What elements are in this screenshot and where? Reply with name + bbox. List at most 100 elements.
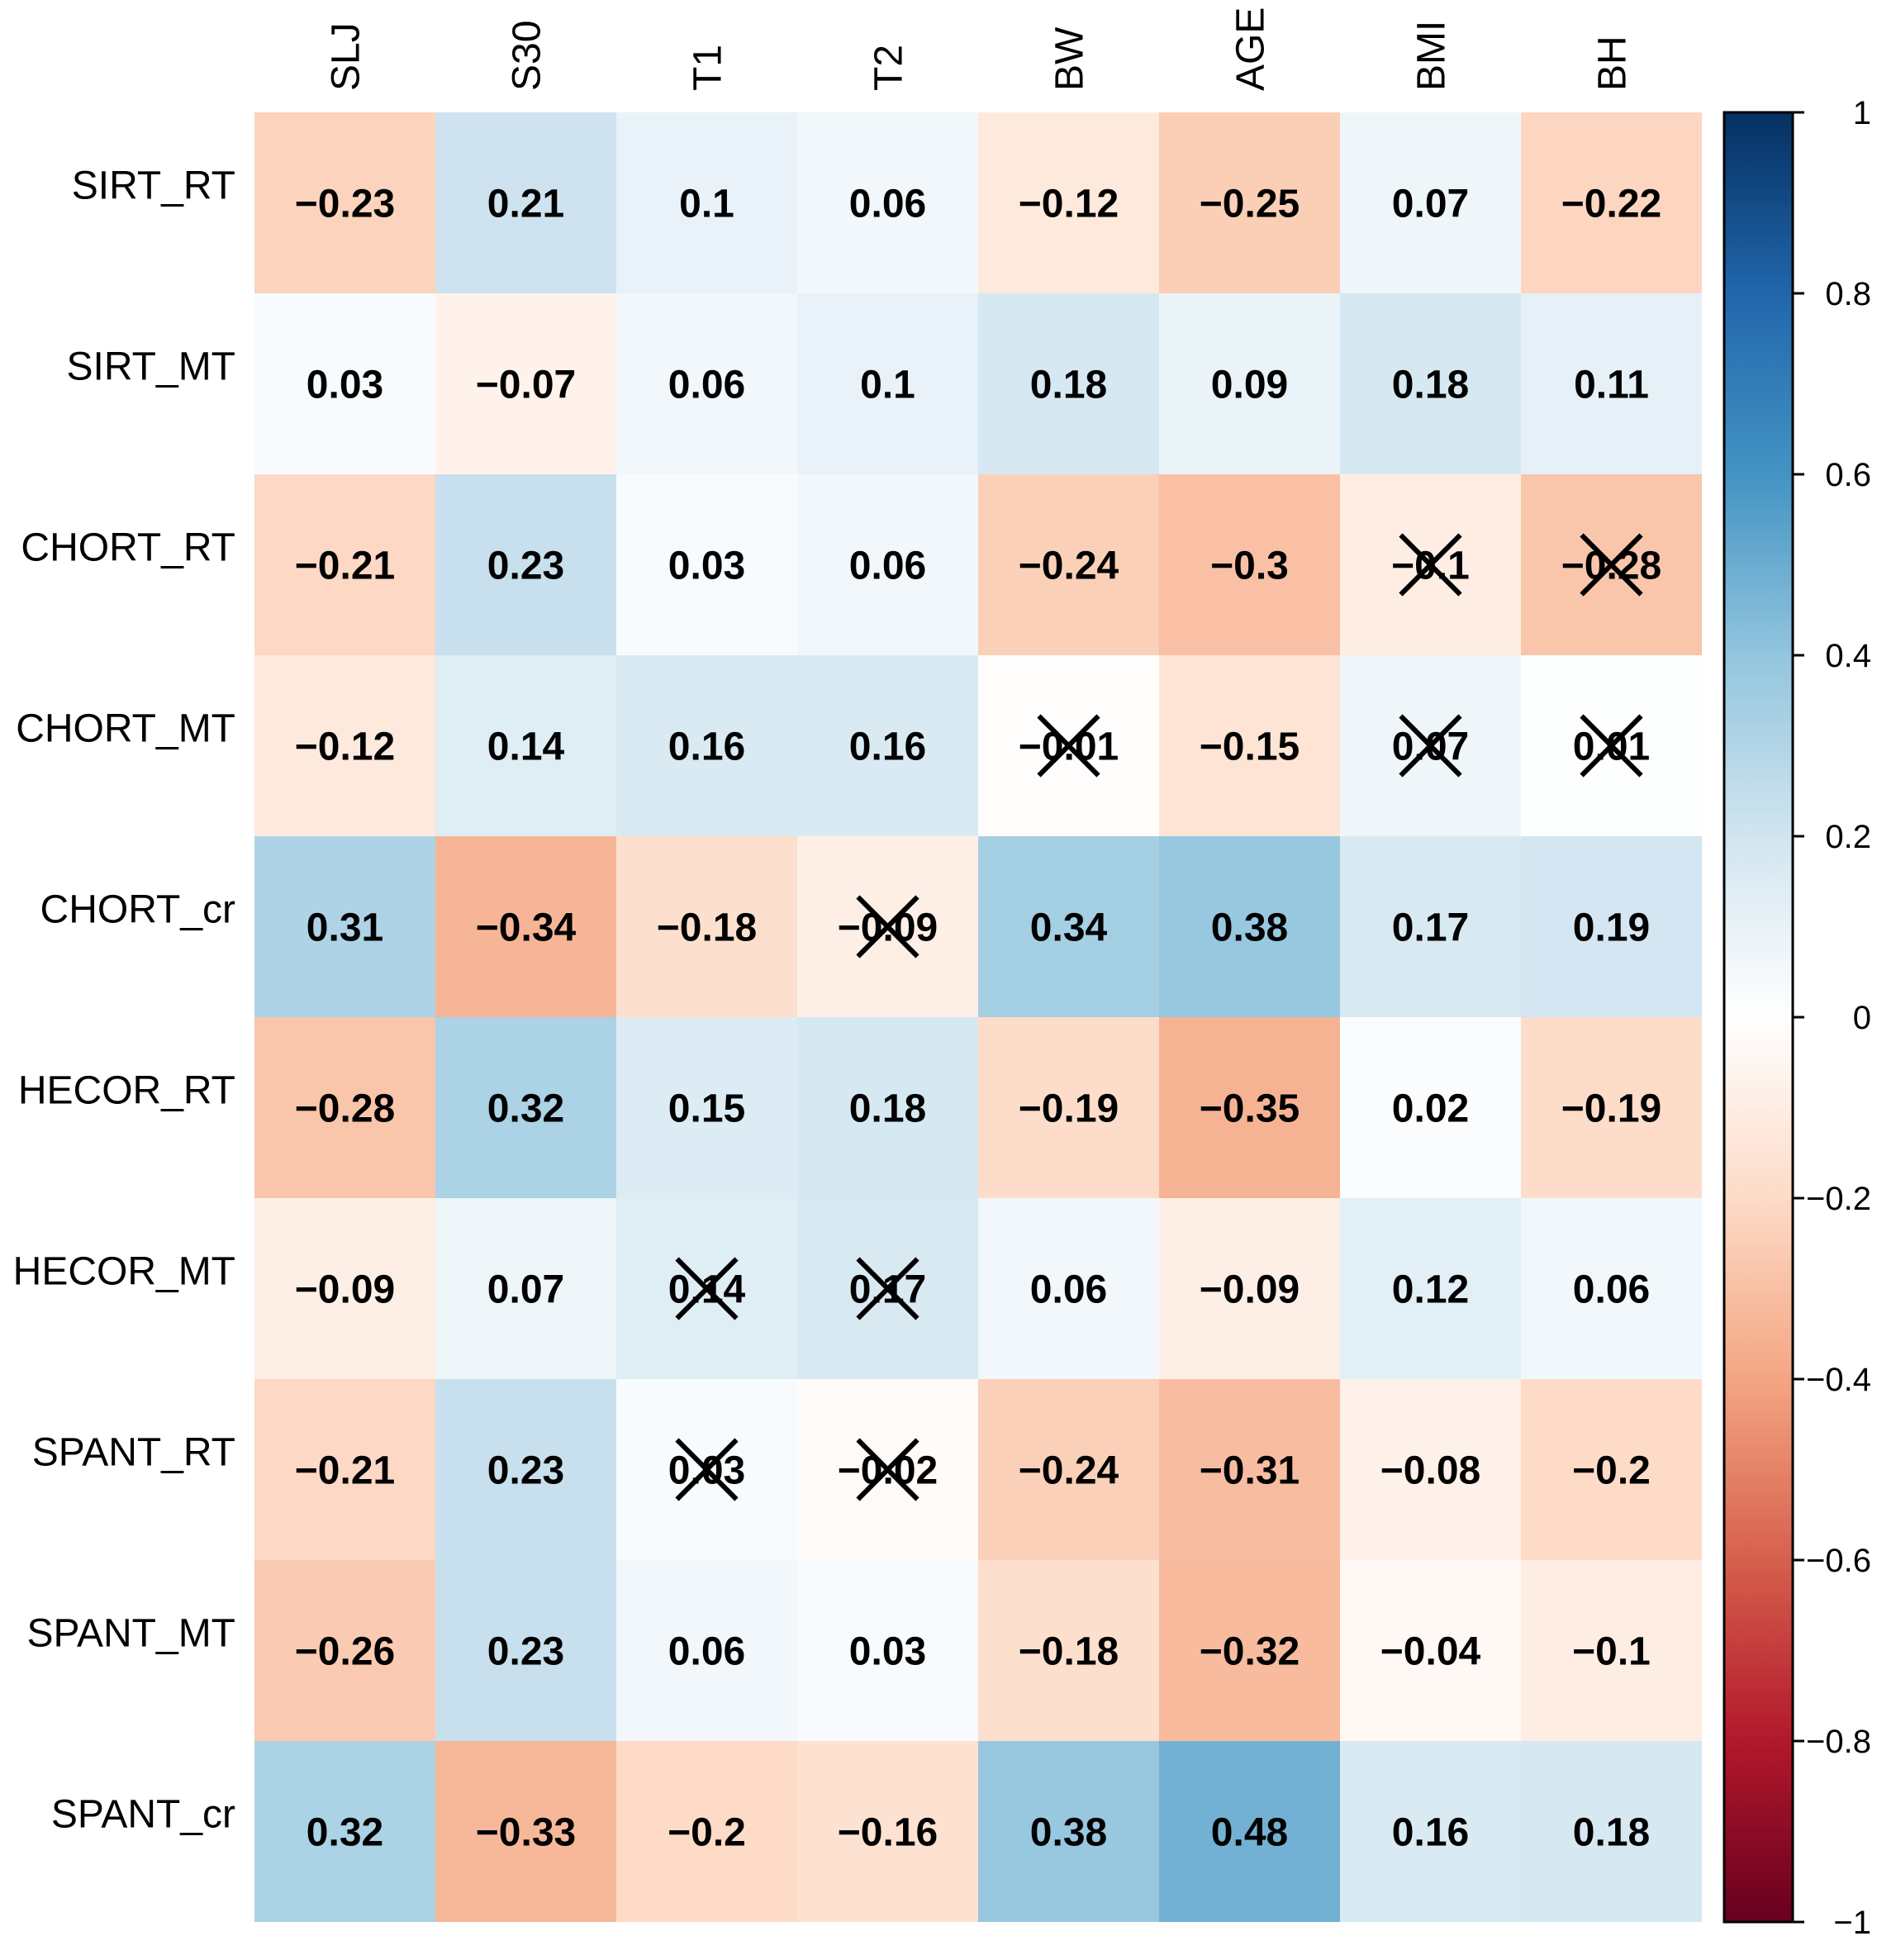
heatmap-cell xyxy=(978,836,1159,1017)
heatmap-cell xyxy=(254,1560,435,1741)
cell-value-label: −0.32 xyxy=(1200,1630,1300,1674)
heatmap-cell xyxy=(254,1017,435,1198)
cell-value-label: 0.16 xyxy=(668,725,745,769)
heatmap-cell xyxy=(435,474,616,655)
cell-value-label: −0.1 xyxy=(1572,1630,1651,1674)
cell-value-label: 0.09 xyxy=(1211,364,1288,407)
heatmap-cell xyxy=(435,1560,616,1741)
heatmap-cell xyxy=(1521,1741,1702,1922)
cell-value-label: 0.07 xyxy=(1392,183,1469,226)
cell-value-label: −0.31 xyxy=(1200,1449,1300,1493)
heatmap-cell xyxy=(1159,293,1340,474)
column-label: BH xyxy=(1591,36,1635,91)
heatmap-cell xyxy=(1521,112,1702,293)
cell-value-label: 0.06 xyxy=(849,545,926,588)
cell-value-label: 0.12 xyxy=(1392,1268,1469,1312)
cell-value-label: 0.23 xyxy=(487,1630,564,1674)
heatmap-cell xyxy=(435,112,616,293)
heatmap-cell xyxy=(797,474,978,655)
colorbar: 1 0.8 0.6 0.4 0.2 0 −0.2 −0.4 −0.6 −0.8 −1 xyxy=(1723,95,1871,1941)
heatmap-cell xyxy=(978,1741,1159,1922)
cell-value-label: −0.24 xyxy=(1019,1449,1119,1493)
heatmap-cell xyxy=(1340,1017,1521,1198)
cell-value-label: −0.23 xyxy=(295,183,395,226)
row-labels: SIRT_RT SIRT_MT CHORT_RT CHORT_MT CHORT_cr HE… xyxy=(13,164,235,1837)
heatmap-cell xyxy=(978,1017,1159,1198)
heatmap-cell xyxy=(978,1198,1159,1379)
heatmap-cell xyxy=(616,1741,797,1922)
cell-value-label: 0.15 xyxy=(668,1087,745,1131)
colorbar-tick-label: 0 xyxy=(1853,1000,1871,1036)
heatmap-cell xyxy=(978,112,1159,293)
column-label: T2 xyxy=(867,45,911,91)
heatmap-cell xyxy=(978,474,1159,655)
cell-value-label: −0.08 xyxy=(1380,1449,1480,1493)
row-label: HECOR_RT xyxy=(18,1069,235,1113)
row-label: CHORT_RT xyxy=(21,526,235,570)
cell-value-label: −0.16 xyxy=(838,1811,938,1855)
heatmap-cell xyxy=(1340,836,1521,1017)
column-label: S30 xyxy=(506,21,549,91)
cell-value-label: −0.26 xyxy=(295,1630,395,1674)
row-label: HECOR_MT xyxy=(13,1250,235,1294)
heatmap-cell xyxy=(1159,1017,1340,1198)
insignificant-cross-mark xyxy=(1037,714,1100,778)
insignificant-cross-mark xyxy=(675,1257,739,1320)
row-label: SPANT_RT xyxy=(32,1431,235,1475)
heatmap-cell xyxy=(1340,112,1521,293)
cell-value-label: 0.06 xyxy=(668,364,745,407)
insignificant-cross-mark xyxy=(1399,533,1462,597)
cell-value-label: −0.15 xyxy=(1200,725,1300,769)
cell-value-label: 0.03 xyxy=(849,1630,926,1674)
cell-value-label: −0.09 xyxy=(295,1268,395,1312)
cell-value-label: 0.34 xyxy=(1030,906,1108,950)
colorbar-tick-label: 1 xyxy=(1853,95,1871,131)
column-label: AGE xyxy=(1229,7,1273,91)
heatmap-cell xyxy=(616,474,797,655)
cell-value-label: 0.11 xyxy=(1574,364,1649,407)
colorbar-tick-label: 0.2 xyxy=(1825,819,1871,855)
cell-value-label: −0.21 xyxy=(295,1449,395,1493)
heatmap-cell xyxy=(1521,1379,1702,1560)
heatmap-cell xyxy=(797,655,978,836)
heatmap-cell xyxy=(797,112,978,293)
cell-value-label: 0.23 xyxy=(487,545,564,588)
cell-value-label: −0.33 xyxy=(476,1811,576,1855)
row-label: CHORT_MT xyxy=(16,707,235,751)
heatmap-cell xyxy=(1521,1198,1702,1379)
cell-value-label: 0.17 xyxy=(1392,906,1469,950)
insignificant-cross-mark xyxy=(1580,533,1643,597)
column-label: T1 xyxy=(687,45,730,91)
cell-value-label: 0.16 xyxy=(849,725,926,769)
heatmap-cell xyxy=(978,1379,1159,1560)
heatmap-cell xyxy=(616,112,797,293)
cell-value-label: −0.2 xyxy=(1572,1449,1651,1493)
column-labels: SLJ S30 T1 T2 BW AGE BMI BH xyxy=(325,7,1635,91)
cell-value-label: 0.02 xyxy=(1392,1087,1469,1131)
heatmap-cell xyxy=(435,836,616,1017)
cell-value-label: −0.18 xyxy=(1019,1630,1119,1674)
cell-value-label: 0.1 xyxy=(860,364,915,407)
heatmap-cell xyxy=(435,655,616,836)
cell-value-label: −0.24 xyxy=(1019,545,1119,588)
cell-value-label: 0.16 xyxy=(1392,1811,1469,1855)
column-label: BMI xyxy=(1410,21,1454,91)
heatmap-cell xyxy=(435,1017,616,1198)
heatmap-cell xyxy=(1159,655,1340,836)
cell-value-label: 0.03 xyxy=(306,364,383,407)
heatmap-cell xyxy=(1521,1017,1702,1198)
colorbar-tick-label: −0.4 xyxy=(1806,1362,1871,1398)
heatmap-cell xyxy=(1521,1560,1702,1741)
cell-value-label: −0.19 xyxy=(1561,1087,1661,1131)
insignificant-cross-mark xyxy=(1580,714,1643,778)
heatmap-cell xyxy=(797,1560,978,1741)
cell-value-label: 0.06 xyxy=(849,183,926,226)
heatmap-cell xyxy=(254,1741,435,1922)
colorbar-tick-label: 0.4 xyxy=(1825,638,1871,674)
heatmap-cell xyxy=(797,1741,978,1922)
cell-value-label: 0.21 xyxy=(487,183,564,226)
colorbar-tick-label: −0.6 xyxy=(1806,1543,1871,1579)
heatmap-cell xyxy=(1340,1560,1521,1741)
cell-value-label: 0.07 xyxy=(487,1268,564,1312)
